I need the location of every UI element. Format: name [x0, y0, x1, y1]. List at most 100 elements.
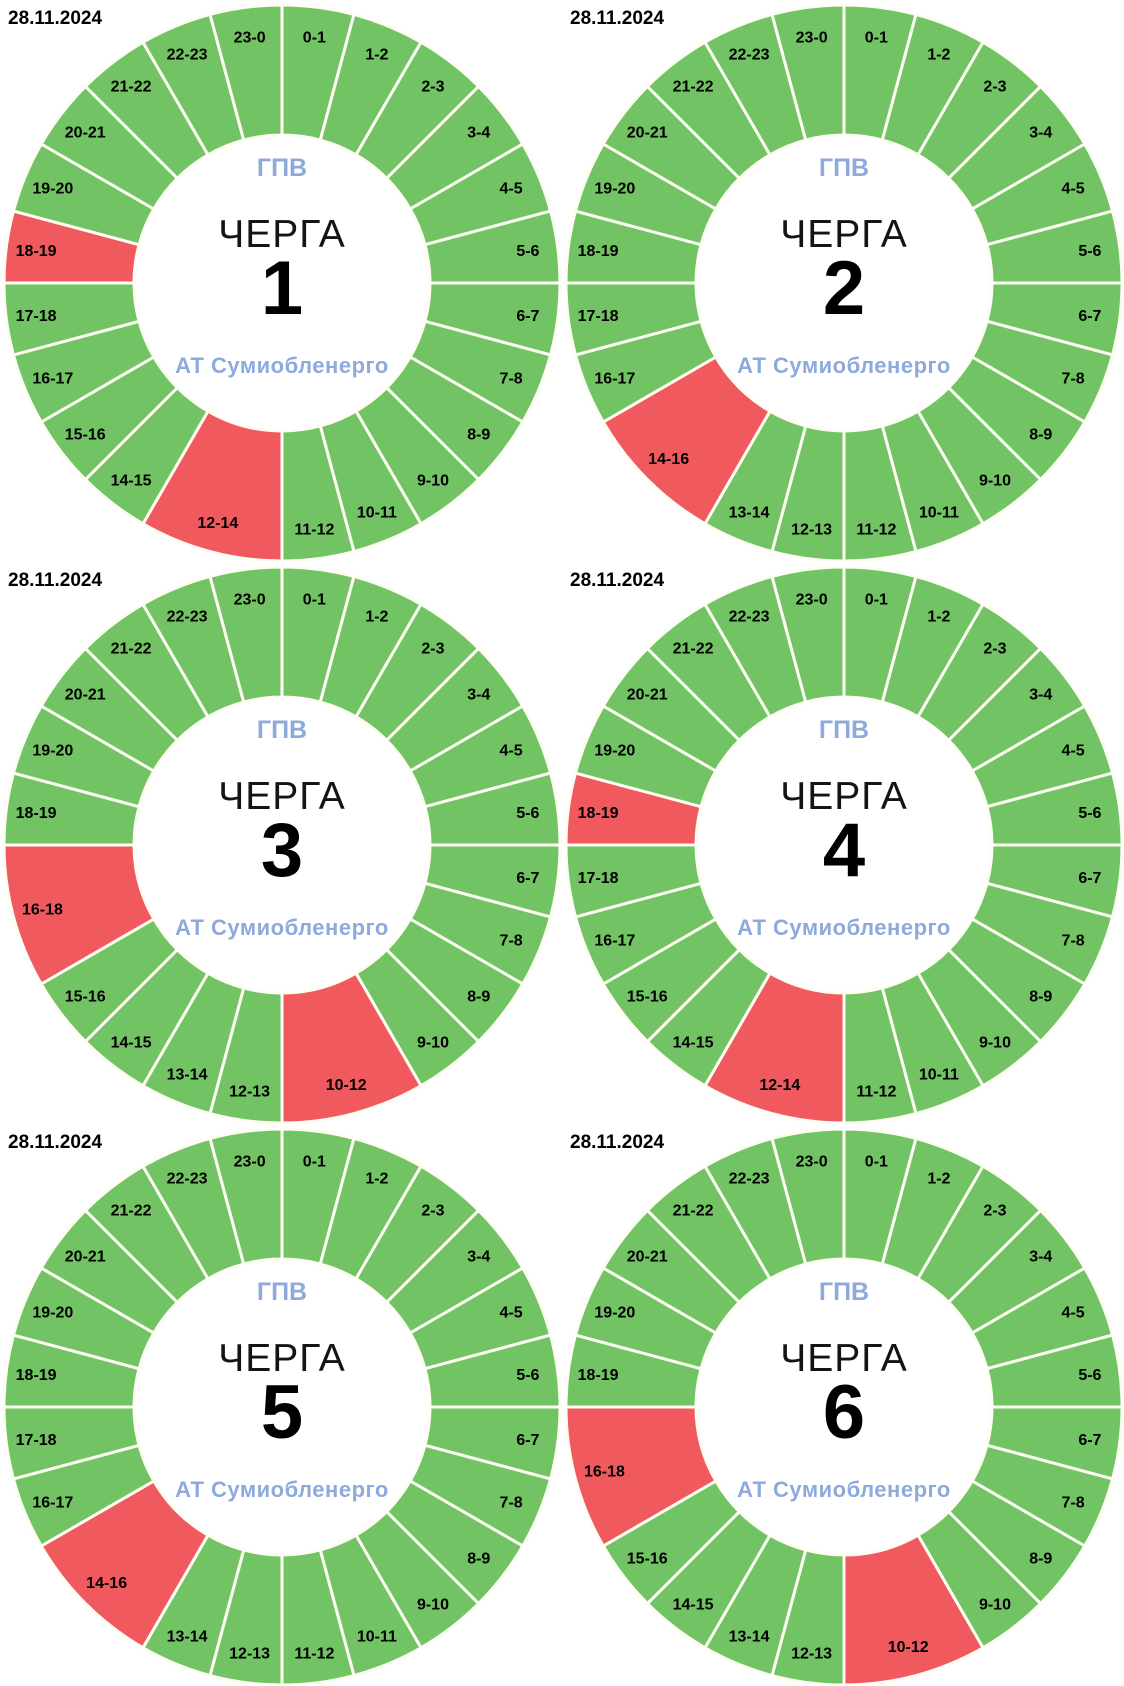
segment-hour-label: 2-3 [421, 641, 444, 658]
segment-hour-label: 2-3 [421, 1203, 444, 1220]
schedule-date: 28.11.2024 [8, 570, 103, 591]
segment-hour-label: 11-12 [294, 1645, 334, 1662]
queue-number: 2 [823, 246, 865, 331]
segment-hour-label: 17-18 [578, 308, 619, 325]
segment-hour-label: 13-14 [729, 1629, 770, 1646]
segment-hour-label: 14-15 [673, 1034, 714, 1051]
queue-word-label: ЧЕРГА [780, 1337, 908, 1380]
queue-word-label: ЧЕРГА [780, 213, 908, 256]
segment-hour-label: 0-1 [865, 30, 888, 47]
segment-hour-label: 0-1 [865, 1154, 888, 1171]
segment-hour-label: 15-16 [627, 1550, 668, 1567]
segment-hour-label: 16-17 [594, 932, 635, 949]
segment-hour-label: 10-11 [357, 505, 397, 522]
queue-6-donut-chart: 0-1 1-2 2-3 3-4 4-5 5-6 6-7 7-8 8-9 9-10 10-12 12-1… [564, 1127, 1124, 1686]
segment-hour-label: 15-16 [65, 988, 106, 1005]
segment-hour-label: 3-4 [467, 125, 490, 142]
segment-hour-label: 6-7 [1078, 870, 1101, 887]
segment-hour-label: 18-19 [16, 805, 57, 822]
segment-hour-label: 6-7 [516, 308, 539, 325]
segment-hour-label: 0-1 [303, 30, 326, 47]
segment-hour-label: 12-13 [791, 521, 832, 538]
gpv-label: ГПВ [257, 154, 307, 182]
queue-number: 6 [823, 1370, 865, 1455]
segment-hour-label: 8-9 [1029, 426, 1052, 443]
segment-hour-label: 6-7 [1078, 1432, 1101, 1449]
segment-hour-label: 0-1 [303, 1154, 326, 1171]
company-name: АТ Сумиобленерго [737, 1477, 951, 1502]
segment-hour-label: 10-11 [357, 1629, 397, 1646]
segment-hour-label: 4-5 [500, 743, 523, 760]
company-name: АТ Сумиобленерго [737, 353, 951, 378]
segment-hour-label: 20-21 [627, 1249, 668, 1266]
segment-hour-label: 23-0 [234, 30, 266, 47]
segment-hour-label: 17-18 [16, 1432, 57, 1449]
segment-hour-label: 22-23 [167, 46, 208, 63]
queue-number: 4 [823, 808, 865, 893]
segment-hour-label: 13-14 [167, 1067, 208, 1084]
queue-5-schedule-tile: 28.11.2024 0-1 1-2 2-3 3-4 4-5 5-6 6-7 7-8 8-9 9-… [0, 1124, 562, 1686]
segment-hour-label: 7-8 [1062, 1494, 1085, 1511]
segment-hour-label: 20-21 [65, 1249, 106, 1266]
hour-segment-23-0-on [208, 1127, 284, 1266]
queue-word-label: ЧЕРГА [218, 1337, 346, 1380]
gpv-label: ГПВ [819, 716, 869, 744]
hour-segment-23-0-on [770, 1127, 846, 1266]
hour-segment-23-0-on [208, 565, 284, 704]
segment-hour-label: 16-17 [594, 370, 635, 387]
segment-hour-label: 6-7 [516, 1432, 539, 1449]
company-name: АТ Сумиобленерго [737, 915, 951, 940]
segment-hour-label: 13-14 [167, 1629, 208, 1646]
segment-hour-label: 23-0 [234, 1154, 266, 1171]
schedule-date: 28.11.2024 [570, 1132, 665, 1153]
segment-hour-label: 16-18 [22, 902, 63, 919]
segment-hour-label: 4-5 [500, 1305, 523, 1322]
segment-hour-label: 16-17 [32, 370, 73, 387]
segment-hour-label: 1-2 [365, 608, 388, 625]
gpv-label: ГПВ [819, 154, 869, 182]
segment-hour-label: 22-23 [167, 608, 208, 625]
segment-hour-label: 2-3 [983, 79, 1006, 96]
segment-hour-label: 21-22 [111, 79, 152, 96]
segment-hour-label: 9-10 [979, 472, 1011, 489]
segment-hour-label: 12-13 [229, 1645, 270, 1662]
segment-hour-label: 3-4 [1029, 1249, 1052, 1266]
segment-hour-label: 14-16 [86, 1575, 127, 1592]
queue-6-schedule-tile: 28.11.2024 0-1 1-2 2-3 3-4 4-5 5-6 6-7 7-8 8-9 9-… [562, 1124, 1124, 1686]
segment-hour-label: 23-0 [796, 592, 828, 609]
schedule-date: 28.11.2024 [8, 8, 103, 29]
queue-1-donut-chart: 0-1 1-2 2-3 3-4 4-5 5-6 6-7 7-8 8-9 9-10 10-11 11-1… [2, 3, 562, 562]
segment-hour-label: 17-18 [578, 870, 619, 887]
queue-number: 1 [261, 246, 303, 331]
segment-hour-label: 5-6 [1078, 1367, 1101, 1384]
segment-hour-label: 17-18 [16, 308, 57, 325]
segment-hour-label: 18-19 [578, 243, 619, 260]
segment-hour-label: 7-8 [500, 370, 523, 387]
schedule-date: 28.11.2024 [8, 1132, 103, 1153]
segment-hour-label: 12-13 [791, 1645, 832, 1662]
queue-3-donut-chart: 0-1 1-2 2-3 3-4 4-5 5-6 6-7 7-8 8-9 9-10 10-12 12-1… [2, 565, 562, 1124]
gpv-label: ГПВ [819, 1278, 869, 1306]
segment-hour-label: 19-20 [594, 743, 635, 760]
segment-hour-label: 19-20 [32, 181, 73, 198]
segment-hour-label: 4-5 [500, 181, 523, 198]
segment-hour-label: 10-12 [326, 1077, 367, 1094]
segment-hour-label: 19-20 [594, 181, 635, 198]
segment-hour-label: 18-19 [578, 1367, 619, 1384]
segment-hour-label: 4-5 [1062, 1305, 1085, 1322]
queue-4-schedule-tile: 28.11.2024 0-1 1-2 2-3 3-4 4-5 5-6 6-7 7-8 8-9 9-… [562, 562, 1124, 1124]
segment-hour-label: 10-11 [919, 1067, 959, 1084]
queue-2-donut-chart: 0-1 1-2 2-3 3-4 4-5 5-6 6-7 7-8 8-9 9-10 10-11 11-1… [564, 3, 1124, 562]
queue-4-donut-chart: 0-1 1-2 2-3 3-4 4-5 5-6 6-7 7-8 8-9 9-10 10-11 11-1… [564, 565, 1124, 1124]
gpv-label: ГПВ [257, 1278, 307, 1306]
company-name: АТ Сумиобленерго [175, 1477, 389, 1502]
segment-hour-label: 23-0 [234, 592, 266, 609]
queue-word-label: ЧЕРГА [780, 775, 908, 818]
segment-hour-label: 5-6 [516, 1367, 539, 1384]
segment-hour-label: 12-13 [229, 1083, 270, 1100]
segment-hour-label: 22-23 [729, 1170, 770, 1187]
segment-hour-label: 5-6 [1078, 805, 1101, 822]
segment-hour-label: 5-6 [516, 805, 539, 822]
segment-hour-label: 1-2 [365, 1170, 388, 1187]
segment-hour-label: 23-0 [796, 1154, 828, 1171]
